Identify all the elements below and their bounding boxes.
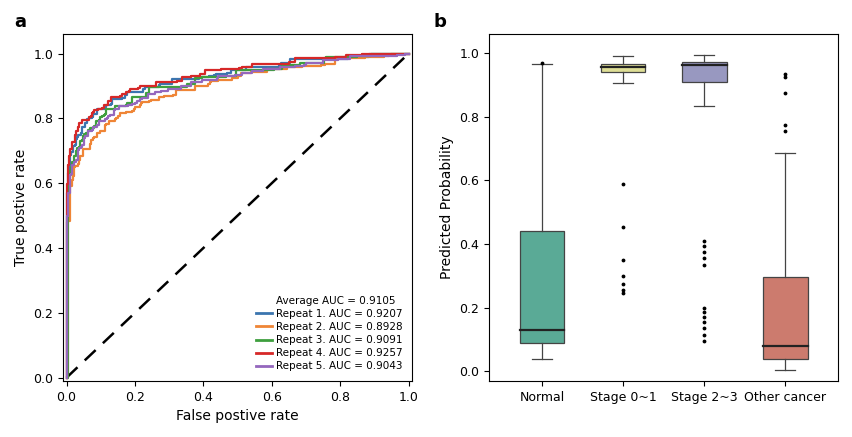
Bar [682,62,727,82]
Text: a: a [14,13,26,31]
Text: b: b [434,13,446,31]
Legend: Average AUC = 0.9105, Repeat 1. AUC = 0.9207, Repeat 2. AUC = 0.8928, Repeat 3. : Average AUC = 0.9105, Repeat 1. AUC = 0.… [252,291,407,376]
Bar [520,231,564,343]
Bar [601,64,646,72]
X-axis label: False postive rate: False postive rate [176,409,299,423]
Bar [763,277,808,359]
Y-axis label: True postive rate: True postive rate [14,149,28,266]
Y-axis label: Predicted Probability: Predicted Probability [440,135,454,279]
